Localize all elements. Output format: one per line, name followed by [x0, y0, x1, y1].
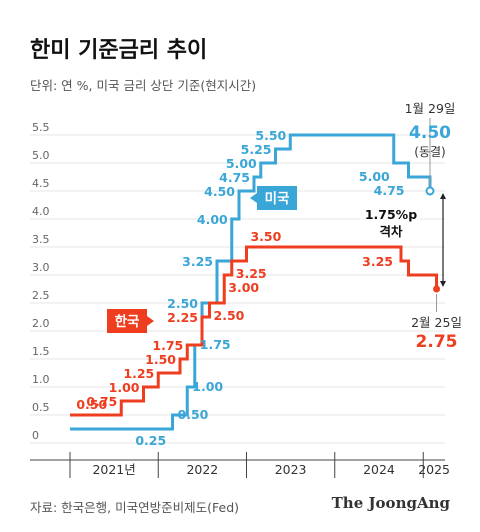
us-data-label: 1.00	[192, 379, 223, 394]
y-tick-label: 0.5	[32, 401, 50, 414]
korea-data-label: 3.25	[362, 254, 393, 269]
us-data-label: 4.50	[204, 184, 235, 199]
y-tick-label: 2.5	[32, 289, 50, 302]
us-data-label: 3.25	[182, 254, 213, 269]
korea-data-label: 1.00	[109, 380, 140, 395]
y-tick-label: 5.5	[32, 121, 50, 134]
korea-data-label: 1.75	[152, 338, 183, 353]
gap-label-text: 격차	[379, 224, 403, 239]
series-line-korea	[70, 245, 439, 417]
korea-end-point	[433, 285, 441, 293]
gap-arrow-head-top	[440, 193, 447, 199]
us-start-label: 0.25	[135, 433, 166, 448]
x-tick-label: 2023	[275, 462, 307, 477]
korea-end-value: 2.75	[416, 332, 458, 352]
korea-data-label: 3.25	[236, 266, 267, 281]
x-tick-label: 2021년	[92, 462, 135, 477]
korea-end-date: 2월 25일	[411, 315, 462, 330]
y-tick-label: 2.0	[32, 317, 50, 330]
korea-data-label: 0.50	[76, 397, 107, 412]
us-end-value: 4.50	[409, 123, 451, 143]
us-data-label: 4.75	[219, 170, 250, 185]
us-data-label: 4.75	[374, 183, 405, 198]
y-tick-label: 5.0	[32, 149, 50, 162]
us-badge-pointer	[250, 193, 257, 203]
us-end-date: 1월 29일	[405, 101, 456, 116]
gap-label-bg	[360, 203, 420, 241]
us-badge-label: 미국	[265, 191, 290, 207]
korea-badge-label: 한국	[115, 314, 140, 330]
us-end-note: (동결)	[414, 145, 445, 159]
y-tick-label: 1.0	[32, 373, 50, 386]
y-tick-label: 3.5	[32, 233, 50, 246]
korea-data-label: 0.75	[86, 394, 117, 409]
x-tick-label: 2025	[418, 462, 450, 477]
gap-arrow-head-bottom	[440, 281, 447, 287]
gap-label-value: 1.75%p	[365, 207, 417, 222]
y-tick-label: 1.5	[32, 345, 50, 358]
us-badge	[257, 186, 297, 210]
series-line-us	[70, 133, 432, 431]
brand-logo: The JoongAng	[331, 494, 450, 512]
y-tick-label: 3.0	[32, 261, 50, 274]
us-data-label: 5.00	[359, 169, 390, 184]
us-data-label: 2.50	[167, 296, 198, 311]
korea-data-label: 2.50	[214, 308, 245, 323]
us-data-label: 5.50	[255, 128, 286, 143]
korea-data-label: 2.25	[167, 310, 198, 325]
y-tick-label: 0	[32, 429, 39, 442]
us-data-label: 0.50	[178, 407, 209, 422]
source-note: 자료: 한국은행, 미국연방준비제도(Fed)	[30, 500, 240, 515]
korea-data-label: 1.50	[145, 352, 176, 367]
chart-subtitle: 단위: 연 %, 미국 금리 상단 기준(현지시간)	[30, 78, 257, 93]
us-data-label: 5.00	[226, 156, 257, 171]
page-title: 한미 기준금리 추이	[30, 38, 208, 63]
us-data-label: 4.00	[197, 212, 228, 227]
korea-badge	[107, 309, 147, 333]
x-tick-label: 2024	[363, 462, 395, 477]
y-tick-label: 4.0	[32, 205, 50, 218]
x-tick-label: 2022	[186, 462, 218, 477]
korea-data-label: 1.25	[123, 366, 154, 381]
us-data-label: 5.25	[241, 142, 272, 157]
y-tick-label: 4.5	[32, 177, 50, 190]
korea-data-label: 3.50	[250, 229, 281, 244]
korea-badge-pointer	[147, 316, 154, 326]
us-data-label: 1.75	[200, 337, 231, 352]
us-end-point	[425, 186, 435, 196]
korea-data-label: 3.00	[228, 280, 259, 295]
